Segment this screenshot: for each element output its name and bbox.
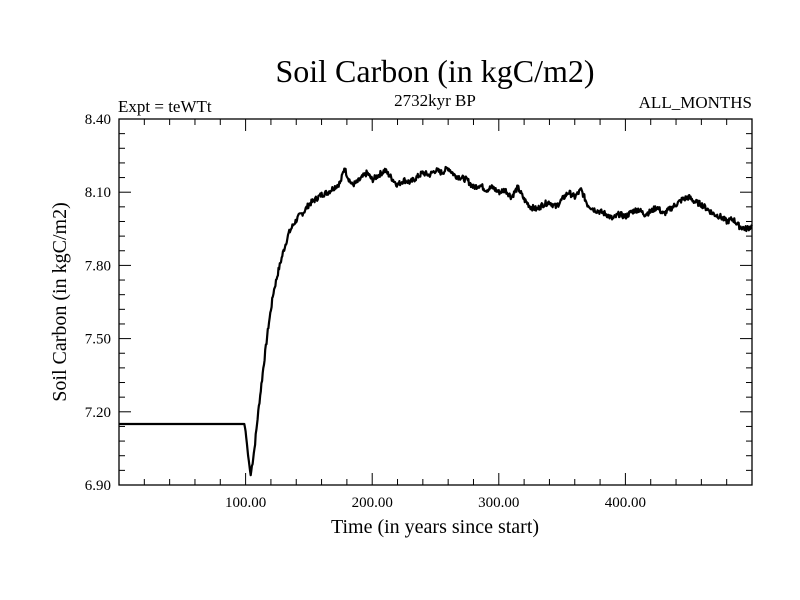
y-tick-label: 6.90 bbox=[85, 478, 111, 494]
x-tick-label: 400.00 bbox=[605, 495, 646, 511]
axis-ticks bbox=[119, 119, 752, 485]
plot-frame bbox=[118, 118, 753, 486]
y-tick-label: 8.10 bbox=[85, 185, 111, 201]
x-axis-label: Time (in years since start) bbox=[331, 516, 539, 538]
x-tick-label: 300.00 bbox=[478, 495, 519, 511]
months-label: ALL_MONTHS bbox=[639, 93, 752, 112]
soil-carbon-line bbox=[118, 165, 753, 477]
y-tick-label: 7.80 bbox=[85, 258, 111, 274]
y-tick-label: 7.20 bbox=[85, 405, 111, 421]
y-tick-label: 8.40 bbox=[85, 112, 111, 128]
x-tick-label: 100.00 bbox=[225, 495, 266, 511]
x-tick-label: 200.00 bbox=[352, 495, 393, 511]
period-label: 2732kyr BP bbox=[394, 91, 476, 110]
experiment-label: Expt = teWTt bbox=[118, 97, 212, 116]
y-tick-label: 7.50 bbox=[85, 332, 111, 348]
y-tick-labels: 6.90 7.20 7.50 7.80 8.10 8.40 bbox=[85, 112, 111, 494]
y-axis-label: Soil Carbon (in kgC/m2) bbox=[49, 202, 71, 401]
x-tick-labels: 100.00 200.00 300.00 400.00 bbox=[225, 495, 646, 511]
chart-title: Soil Carbon (in kgC/m2) bbox=[275, 53, 594, 89]
